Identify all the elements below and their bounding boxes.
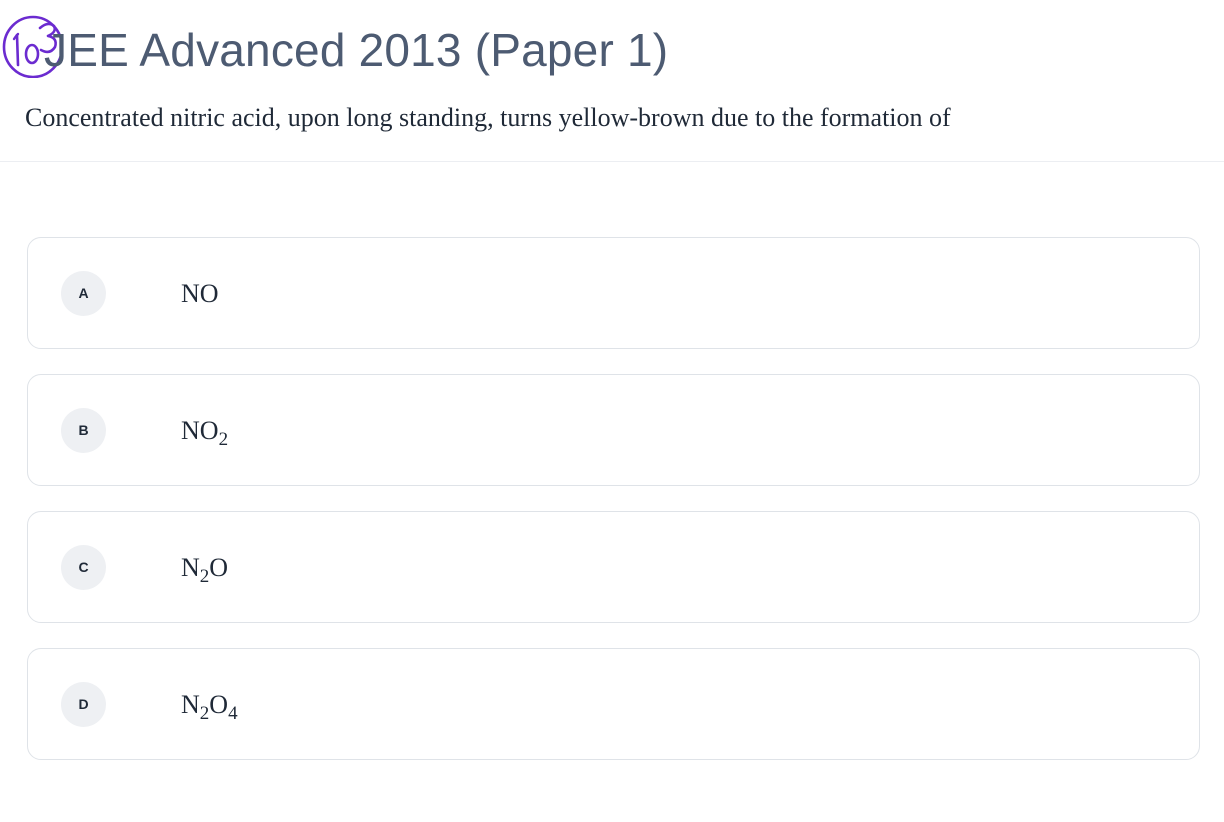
option-a[interactable]: A NO	[27, 237, 1200, 349]
formula-text: NO	[181, 416, 219, 445]
option-text: N2O	[181, 550, 228, 586]
formula-text: O	[209, 553, 229, 582]
answer-options: A NO B NO2 C N2O D N2O4	[27, 237, 1200, 785]
formula-text: O	[209, 690, 229, 719]
question-text: Concentrated nitric acid, upon long stan…	[25, 103, 951, 132]
option-d[interactable]: D N2O4	[27, 648, 1200, 760]
circled-number-icon	[2, 15, 64, 79]
page-title: JEE Advanced 2013 (Paper 1)	[44, 24, 669, 76]
option-text: NO2	[181, 413, 228, 449]
option-b[interactable]: B NO2	[27, 374, 1200, 486]
formula-subscript: 4	[228, 703, 238, 724]
option-label-badge: D	[61, 682, 106, 727]
question-header: 103 JEE Advanced 2013 (Paper 1) Concentr…	[0, 0, 1224, 162]
formula-subscript: 2	[218, 429, 229, 450]
formula-text: N	[181, 553, 200, 582]
option-c[interactable]: C N2O	[27, 511, 1200, 623]
handwritten-annotation: 103	[0, 6, 72, 79]
option-text: N2O4	[181, 687, 238, 723]
formula-subscript: 2	[199, 566, 210, 587]
option-label-badge: B	[61, 408, 106, 453]
formula-text: NO	[181, 279, 219, 308]
option-text: NO	[181, 276, 219, 312]
option-label-badge: A	[61, 271, 106, 316]
formula-text: N	[181, 690, 200, 719]
option-label-badge: C	[61, 545, 106, 590]
formula-subscript: 2	[199, 703, 210, 724]
